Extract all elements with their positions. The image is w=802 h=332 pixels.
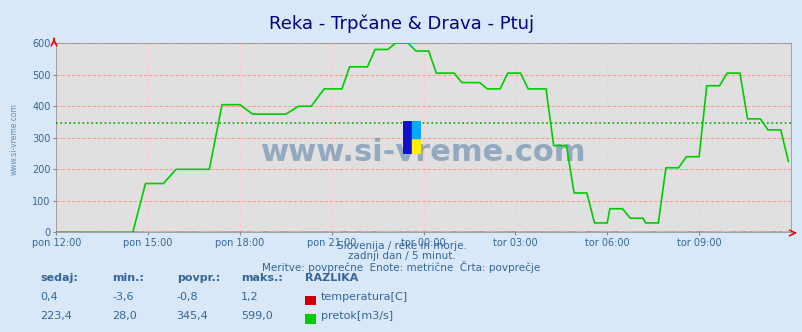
Text: maks.:: maks.: bbox=[241, 273, 282, 283]
Text: -3,6: -3,6 bbox=[112, 292, 134, 302]
Text: 0,4: 0,4 bbox=[40, 292, 58, 302]
Text: min.:: min.: bbox=[112, 273, 144, 283]
Text: Reka - Trpčane & Drava - Ptuj: Reka - Trpčane & Drava - Ptuj bbox=[269, 15, 533, 34]
Text: -0,8: -0,8 bbox=[176, 292, 198, 302]
Text: zadnji dan / 5 minut.: zadnji dan / 5 minut. bbox=[347, 251, 455, 261]
Bar bbox=[411, 138, 420, 154]
Text: www.si-vreme.com: www.si-vreme.com bbox=[10, 104, 18, 175]
Text: 223,4: 223,4 bbox=[40, 311, 72, 321]
Text: 599,0: 599,0 bbox=[241, 311, 273, 321]
Bar bbox=[411, 121, 420, 138]
Text: 1,2: 1,2 bbox=[241, 292, 258, 302]
Text: 345,4: 345,4 bbox=[176, 311, 209, 321]
Text: povpr.:: povpr.: bbox=[176, 273, 220, 283]
Text: www.si-vreme.com: www.si-vreme.com bbox=[261, 138, 585, 167]
Text: temperatura[C]: temperatura[C] bbox=[321, 292, 407, 302]
Text: pretok[m3/s]: pretok[m3/s] bbox=[321, 311, 393, 321]
Text: sedaj:: sedaj: bbox=[40, 273, 78, 283]
Text: Slovenija / reke in morje.: Slovenija / reke in morje. bbox=[336, 241, 466, 251]
Bar bbox=[403, 121, 411, 154]
Text: Meritve: povprečne  Enote: metrične  Črta: povprečje: Meritve: povprečne Enote: metrične Črta:… bbox=[262, 261, 540, 273]
Text: 28,0: 28,0 bbox=[112, 311, 137, 321]
Text: RAZLIKA: RAZLIKA bbox=[305, 273, 358, 283]
